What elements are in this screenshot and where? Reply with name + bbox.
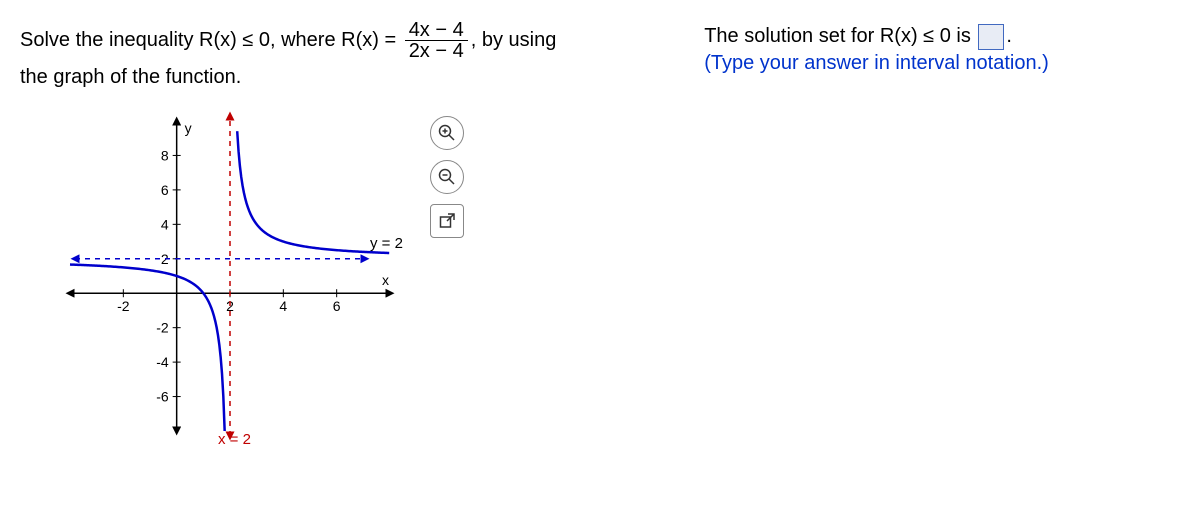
zoom-out-icon	[438, 168, 456, 186]
problem-prefix: Solve the inequality R(x) ≤ 0, where R(x…	[20, 29, 402, 51]
vertical-asymptote-label: x = 2	[218, 431, 251, 448]
solution-suffix: .	[1006, 25, 1012, 47]
svg-text:-4: -4	[156, 354, 169, 370]
solution-prefix: The solution set for R(x) ≤ 0 is	[704, 25, 976, 47]
svg-text:4: 4	[279, 298, 287, 314]
problem-line2: the graph of the function.	[20, 66, 241, 88]
answer-input[interactable]	[978, 24, 1004, 50]
problem-suffix: , by using	[471, 29, 557, 51]
popout-icon	[439, 213, 455, 229]
graph-container: -2246-6-4-22468xy y = 2 x = 2	[50, 111, 674, 451]
svg-text:y: y	[185, 120, 192, 136]
rational-fraction: 4x − 4 2x − 4	[405, 20, 468, 61]
graph-tools	[430, 116, 464, 238]
denominator: 2x − 4	[405, 41, 468, 61]
svg-text:x: x	[382, 272, 389, 288]
svg-text:6: 6	[161, 182, 169, 198]
svg-text:-6: -6	[156, 389, 169, 405]
svg-text:8: 8	[161, 147, 169, 163]
problem-statement: Solve the inequality R(x) ≤ 0, where R(x…	[20, 20, 674, 93]
solution-prompt: The solution set for R(x) ≤ 0 is .	[704, 20, 1180, 52]
popout-button[interactable]	[430, 204, 464, 238]
graph-svg: -2246-6-4-22468xy	[50, 111, 410, 451]
svg-text:4: 4	[161, 216, 169, 232]
svg-text:-2: -2	[117, 298, 130, 314]
numerator: 4x − 4	[405, 20, 468, 41]
svg-text:-2: -2	[156, 320, 169, 336]
answer-instruction: (Type your answer in interval notation.)	[704, 52, 1180, 75]
zoom-in-button[interactable]	[430, 116, 464, 150]
zoom-out-button[interactable]	[430, 160, 464, 194]
horizontal-asymptote-label: y = 2	[370, 235, 403, 252]
zoom-in-icon	[438, 124, 456, 142]
svg-text:6: 6	[333, 298, 341, 314]
